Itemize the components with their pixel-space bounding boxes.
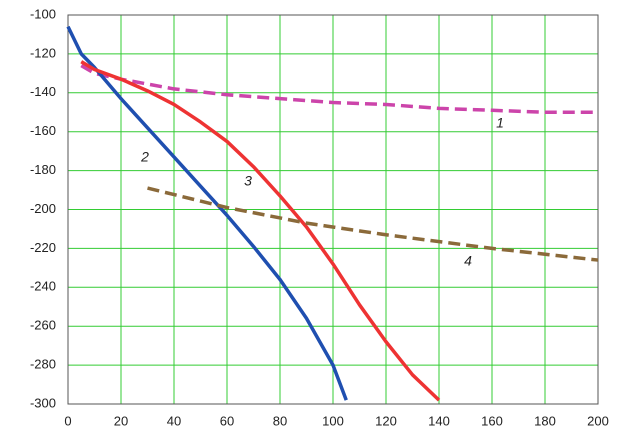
series-line (66, 25, 348, 401)
x-tick-label: 0 (64, 413, 71, 428)
series-label: 2 (140, 149, 149, 165)
x-tick-label: 180 (534, 413, 556, 428)
y-tick-label: -140 (30, 84, 56, 99)
y-tick-label: -260 (30, 318, 56, 333)
series-line (80, 64, 598, 114)
series-line (147, 186, 599, 262)
y-tick-label: -220 (30, 240, 56, 255)
x-tick-label: 120 (375, 413, 397, 428)
series-label: 1 (496, 115, 504, 131)
series-line (80, 60, 441, 402)
x-tick-label: 40 (167, 413, 181, 428)
x-tick-label: 60 (220, 413, 234, 428)
series-label: 3 (244, 173, 252, 189)
series-label: 4 (464, 253, 472, 269)
x-tick-label: 100 (322, 413, 344, 428)
y-tick-label: -300 (30, 395, 56, 410)
x-tick-label: 80 (273, 413, 287, 428)
x-tick-label: 140 (428, 413, 450, 428)
x-tick-label: 200 (587, 413, 609, 428)
y-tick-label: -120 (30, 45, 56, 60)
y-tick-label: -180 (30, 162, 56, 177)
y-tick-label: -280 (30, 357, 56, 372)
y-tick-label: -160 (30, 123, 56, 138)
y-tick-label: -200 (30, 201, 56, 216)
x-tick-label: 20 (114, 413, 128, 428)
y-tick-label: -240 (30, 279, 56, 294)
x-tick-label: 160 (481, 413, 503, 428)
plot-frame (67, 14, 599, 405)
y-tick-label: -100 (30, 6, 56, 21)
